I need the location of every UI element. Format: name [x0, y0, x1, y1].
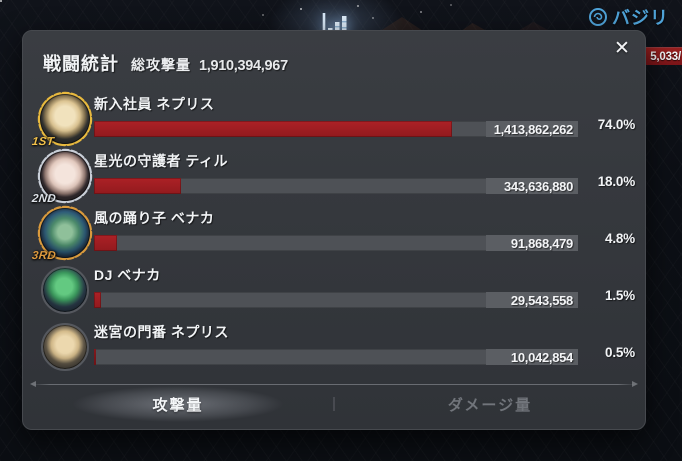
laurel-wreath-icon [37, 148, 93, 204]
page-title: 戦闘統計 [43, 54, 119, 74]
total-attack-label: 総攻撃量 [131, 57, 191, 73]
avatar [37, 262, 93, 318]
attack-bar-fill [94, 121, 453, 137]
attack-value-box: 343,636,880 [486, 178, 578, 194]
total-attack-value: 1,910,394,967 [199, 58, 288, 74]
stat-row[interactable]: 迷宮の門番 ネプリス 10,042,854 0.5% [37, 318, 635, 375]
laurel-wreath-icon [37, 205, 93, 261]
tab-attack-amount[interactable]: 攻撃量 [23, 383, 333, 425]
character-name: DJ ベナカ [94, 267, 161, 283]
attack-value: 343,636,880 [504, 178, 573, 194]
attack-value-box: 29,543,558 [486, 292, 578, 308]
close-button[interactable]: ✕ [607, 33, 637, 63]
boss-name: バジリ [612, 8, 669, 28]
stat-row[interactable]: 1ST 新入社員 ネプリス 1,413,862,262 74.0% [31, 90, 635, 148]
avatar: 3RD [31, 205, 93, 262]
panel-header: 戦闘統計 総攻撃量 1,910,394,967 [43, 50, 288, 76]
attack-percent: 1.5% [605, 288, 635, 303]
character-portrait [41, 266, 89, 314]
attack-value: 91,868,479 [510, 235, 573, 251]
attack-value: 1,413,862,262 [493, 121, 574, 137]
attack-value-box: 91,868,479 [486, 235, 578, 251]
character-portrait [40, 94, 90, 144]
attack-value: 29,543,558 [510, 292, 573, 308]
attack-bar: 91,868,479 [94, 235, 578, 251]
attack-bar: 10,042,854 [94, 349, 578, 365]
attack-bar-fill [94, 292, 102, 308]
attack-percent: 18.0% [597, 174, 635, 189]
background-stars [0, 0, 2, 2]
boss-nameplate: バジリ [588, 5, 682, 29]
character-portrait [40, 208, 90, 258]
attack-percent: 74.0% [597, 117, 635, 132]
attack-percent: 0.5% [605, 345, 635, 360]
character-name: 迷宮の門番 ネプリス [94, 324, 229, 340]
attack-value-box: 10,042,854 [486, 349, 578, 365]
avatar: 1ST [31, 91, 93, 148]
element-swirl-icon [589, 8, 607, 26]
attack-value: 10,042,854 [510, 349, 573, 365]
attack-percent: 4.8% [605, 231, 635, 246]
character-name: 風の踊り子 ベナカ [94, 210, 215, 226]
boss-hp-value: 5,033/ [650, 50, 681, 63]
tab-divider [333, 397, 335, 411]
attack-bar-fill [94, 178, 182, 194]
ranking-list: 1ST 新入社員 ネプリス 1,413,862,262 74.0% [31, 90, 635, 375]
attack-bar: 29,543,558 [94, 292, 578, 308]
character-portrait [40, 151, 90, 201]
stat-row[interactable]: DJ ベナカ 29,543,558 1.5% [37, 261, 635, 318]
stat-row[interactable]: 3RD 風の踊り子 ベナカ 91,868,479 4.8% [31, 204, 635, 262]
tab-bar: 攻撃量 ダメージ量 [23, 383, 645, 425]
attack-bar-fill [94, 235, 118, 251]
close-icon: ✕ [614, 37, 630, 59]
attack-bar: 1,413,862,262 [94, 121, 578, 137]
avatar: 2ND [31, 148, 93, 205]
battle-stats-panel: ✕ 戦闘統計 総攻撃量 1,910,394,967 1ST 新入社員 ネプリス [22, 30, 646, 430]
attack-bar: 343,636,880 [94, 178, 578, 194]
character-portrait [41, 323, 89, 371]
tab-damage-amount[interactable]: ダメージ量 [447, 396, 533, 414]
stat-row[interactable]: 2ND 星光の守護者 ティル 343,636,880 18.0% [31, 147, 635, 205]
avatar [37, 319, 93, 375]
laurel-wreath-icon [37, 91, 93, 147]
character-name: 新入社員 ネプリス [94, 96, 215, 112]
attack-bar-fill [94, 349, 97, 365]
character-name: 星光の守護者 ティル [94, 153, 229, 169]
attack-value-box: 1,413,862,262 [486, 121, 578, 137]
